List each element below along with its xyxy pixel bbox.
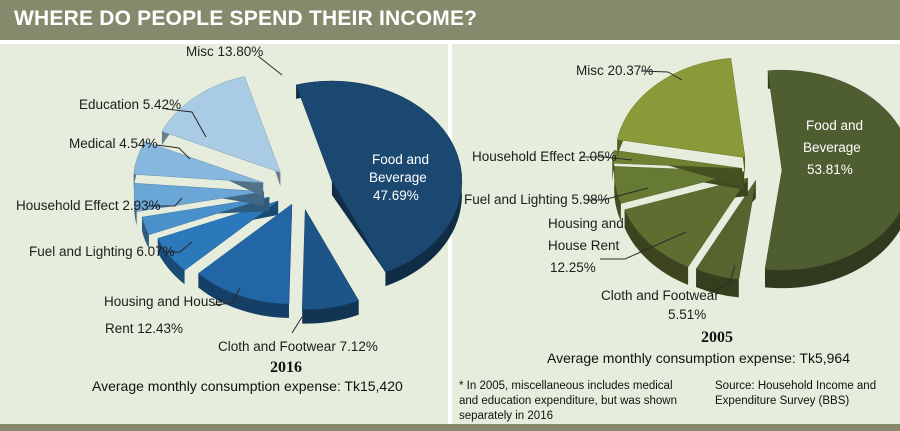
footnote-line3: separately in 2016 xyxy=(459,410,553,422)
label-misc-2005: Misc 20.37% xyxy=(576,63,653,78)
leaders-2016 xyxy=(148,55,303,334)
label-housing-2005-line2: House Rent xyxy=(548,238,620,253)
pie-slice-medical xyxy=(133,182,265,212)
label-food-2016-line2: Beverage xyxy=(369,170,427,185)
label-education-2016: Education 5.42% xyxy=(79,97,181,112)
label-housing-2016-line1: Housing and House xyxy=(104,294,223,309)
leader-education-2016 xyxy=(165,108,207,138)
pie-slice-misc xyxy=(161,76,281,173)
label-food-2016-line1: Food and xyxy=(372,152,429,167)
label-food-2005-line2: Beverage xyxy=(803,140,861,155)
header-bar: WHERE DO PEOPLE SPEND THEIR INCOME? xyxy=(0,0,900,40)
leader-cloth-2016 xyxy=(291,316,303,334)
pie-slice-housing-and-house-rent xyxy=(624,177,749,268)
footnote-line2: and education expenditure, but was shown xyxy=(459,395,677,407)
leader-fuel-2005 xyxy=(587,187,649,201)
label-fuel-2016: Fuel and Lighting 6.07% xyxy=(29,244,175,259)
pie-slice-household-effect xyxy=(612,150,743,169)
pie-slice-fuel-and-lighting xyxy=(157,200,279,271)
label-housing-2016-line2: Rent 12.43% xyxy=(105,321,183,336)
year-2005: 2005 xyxy=(701,329,733,346)
pie-slice-housing-and-house-rent xyxy=(197,203,293,305)
leader-housing-2016 xyxy=(213,287,241,306)
source-line2: Expenditure Survey (BBS) xyxy=(715,395,849,407)
pie-slice-household-effect xyxy=(141,196,270,236)
bottom-rule xyxy=(0,424,900,431)
caption-2016: Average monthly consumption expense: Tk1… xyxy=(92,378,403,394)
pie-2005 xyxy=(612,57,900,298)
pie-slice-food-and-beverage xyxy=(295,80,463,273)
year-2016: 2016 xyxy=(270,359,302,376)
leaders-2005 xyxy=(580,70,736,296)
pie-slice-cloth-and-footwear xyxy=(301,208,360,310)
leader-housing-2005 xyxy=(600,231,687,260)
page-title: WHERE DO PEOPLE SPEND THEIR INCOME? xyxy=(14,7,478,30)
pie-slice-cloth-and-footwear xyxy=(695,180,757,280)
label-housing-2005-line1: Housing and xyxy=(548,216,624,231)
leader-medical-2016 xyxy=(156,144,191,160)
pie-slice-food-and-beverage xyxy=(764,69,900,271)
pie-slice-side-household-effect xyxy=(141,197,270,249)
leader-misc-2005 xyxy=(640,70,683,81)
caption-2005: Average monthly consumption expense: Tk5… xyxy=(547,350,850,366)
leader-fuel-2016 xyxy=(164,241,193,253)
pie-slice-misc xyxy=(616,57,746,158)
label-housing-2005-line3: 12.25% xyxy=(550,260,596,275)
label-food-2005-line1: Food and xyxy=(806,118,863,133)
label-food-2016-line3: 47.69% xyxy=(373,188,419,203)
pie-slice-education xyxy=(133,141,264,183)
label-household-2005: Household Effect 2.05% xyxy=(472,149,617,164)
label-misc-2016: Misc 13.80% xyxy=(186,44,263,59)
footnote-line1: * In 2005, miscellaneous includes medica… xyxy=(459,380,673,392)
leader-cloth-2005b xyxy=(711,264,736,292)
label-medical-2016: Medical 4.54% xyxy=(69,136,158,151)
label-cloth-2016: Cloth and Footwear 7.12% xyxy=(218,339,378,354)
label-food-2005-line3: 53.81% xyxy=(807,162,853,177)
label-household-2016: Household Effect 2.93% xyxy=(16,198,161,213)
label-cloth-2005-line2: 5.51% xyxy=(668,307,706,322)
leader-household-2005 xyxy=(580,156,633,161)
pie-2016 xyxy=(133,76,463,324)
leader-misc-2016 xyxy=(257,55,283,76)
leader-household-2016 xyxy=(148,197,183,207)
source-line1: Source: Household Income and xyxy=(715,380,876,392)
label-cloth-2005-line1: Cloth and Footwear xyxy=(601,288,719,303)
label-fuel-2005: Fuel and Lighting 5.98% xyxy=(464,192,610,207)
